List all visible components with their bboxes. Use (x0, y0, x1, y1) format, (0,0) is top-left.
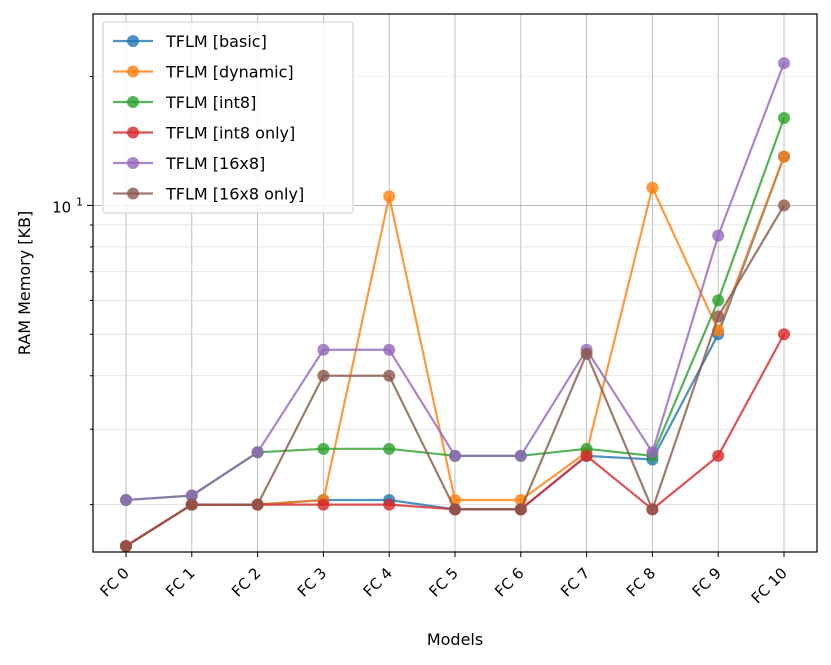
x-tick-label: FC 6 (491, 564, 527, 600)
x-tick-label: FC 10 (748, 564, 791, 607)
data-point (712, 449, 725, 462)
data-point (383, 442, 396, 455)
data-point (185, 489, 198, 502)
x-tick-label: FC 4 (360, 564, 396, 600)
data-point (317, 343, 330, 356)
data-point (778, 57, 790, 70)
data-point (646, 446, 659, 459)
data-point (251, 446, 264, 459)
data-point (120, 494, 132, 507)
data-point (778, 328, 790, 341)
x-tick-label: FC 5 (425, 564, 461, 600)
data-point (778, 199, 790, 212)
x-tick-label: FC 0 (96, 564, 132, 600)
data-point (383, 498, 396, 511)
data-point (383, 343, 396, 356)
y-axis-label: RAM Memory [KB] (15, 211, 34, 355)
data-point (778, 150, 790, 163)
legend-marker (127, 96, 139, 108)
data-point (185, 498, 198, 511)
legend-marker (127, 35, 139, 47)
data-point (449, 503, 461, 516)
data-point (580, 347, 593, 360)
data-point (317, 369, 330, 382)
x-tick-label: FC 2 (228, 564, 264, 600)
data-point (712, 229, 725, 242)
data-point (712, 294, 725, 307)
legend-label: TFLM [dynamic] (165, 63, 294, 82)
x-tick-label: FC 1 (162, 564, 198, 600)
data-point (514, 449, 527, 462)
data-point (646, 503, 659, 516)
legend-box (102, 21, 354, 214)
x-tick-label: FC 3 (294, 564, 330, 600)
legend: TFLM [basic] TFLM [dynamic] TFLM [int8] TFL… (102, 21, 354, 214)
legend-label: TFLM [int8 only] (165, 124, 295, 143)
x-tick-label: FC 8 (623, 564, 659, 600)
data-point (580, 449, 593, 462)
x-tick-label: FC 9 (689, 564, 725, 600)
legend-label: TFLM [int8] (165, 93, 256, 112)
y-tick-base: 10 (52, 198, 71, 216)
data-point (778, 112, 790, 125)
series-tflm-16x8-only (120, 199, 790, 553)
legend-marker (127, 65, 139, 78)
data-point (317, 498, 330, 511)
data-point (251, 498, 264, 511)
data-point (712, 310, 725, 323)
y-major-tick-label: 10 1 (52, 195, 83, 216)
data-point (383, 190, 396, 203)
data-point (120, 540, 132, 553)
data-point (646, 181, 659, 194)
y-tick-exponent: 1 (76, 195, 83, 208)
legend-label: TFLM [16x8] (165, 154, 265, 173)
legend-marker (127, 157, 139, 169)
x-tick-label: FC 7 (557, 564, 593, 600)
legend-label: TFLM [basic] (165, 32, 267, 51)
data-point (514, 503, 527, 516)
legend-label: TFLM [16x8 only] (165, 185, 304, 204)
series-lines (120, 57, 790, 553)
data-point (383, 369, 396, 382)
legend-marker (127, 126, 139, 139)
data-point (449, 449, 461, 462)
legend-marker (127, 187, 139, 200)
data-point (317, 442, 330, 455)
x-axis-label: Models (427, 630, 483, 649)
